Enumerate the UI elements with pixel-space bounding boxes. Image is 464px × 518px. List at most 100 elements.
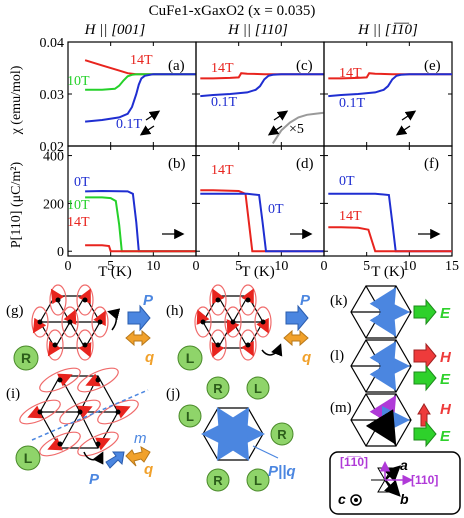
axis-b-arrow (383, 479, 401, 497)
label-c-x5: ×5 (289, 122, 304, 137)
panel-l-arrows (369, 341, 410, 391)
panel-i-ellipses (19, 367, 139, 457)
axis-110-label: [110] (411, 473, 438, 487)
label-b-0T: 0T (74, 175, 90, 190)
panel-c-warming-arrow (267, 125, 283, 136)
panel-i-mirror-line (31, 389, 149, 441)
panel-a-ytick-label-0: 0.04 (40, 36, 65, 51)
panel-i-chirality-L: L (24, 450, 33, 466)
panel-j-Pq-label: P||q (268, 463, 296, 480)
panel-m-arrows (365, 395, 410, 445)
figure-title: CuFe1-xGaxO2 (x = 0.035) (149, 3, 316, 19)
label-b-10T: 10T (67, 198, 90, 213)
panel-g-P-label: P (143, 292, 154, 309)
axis-c-dot-center (354, 498, 358, 502)
y-axis-label-chi: χ (emu/mol) (9, 65, 24, 135)
panel-e-warming-arrow (395, 125, 411, 136)
panel-a-ytick-label-2: 0.02 (40, 140, 65, 155)
panel-j-R3: R (213, 473, 223, 488)
axis-a-label: a (400, 457, 408, 473)
panel-h-P-arrow (285, 304, 309, 332)
panel-label-m: (m) (330, 400, 352, 416)
panel-a-warming-arrow (139, 125, 155, 136)
panel-i-q-label: q (144, 461, 153, 478)
panel-j-chirality-badges (178, 376, 294, 492)
column-header-1b10: H || [1̅1̅0] (357, 22, 418, 38)
panel-d-xtick-label-0: 0 (193, 259, 200, 274)
panel-c-cooling-arrow (273, 110, 289, 121)
panel-k-arrows (369, 287, 410, 337)
axis-1b10-label: [1̅1̅0] (340, 455, 368, 469)
x-axis-label-3: T (K) (371, 264, 404, 280)
panel-i-m-label: m (134, 430, 147, 447)
label-e-14T: 14T (339, 66, 362, 81)
panel-h-ellipses (194, 284, 272, 361)
panel-g-q-label: q (145, 349, 154, 366)
panel-f-xtick-label-2: 10 (402, 259, 416, 274)
panel-c-series-blue-1 (200, 73, 324, 98)
panel-m-E-label: E (440, 428, 451, 445)
panel-f-frame (323, 145, 453, 257)
panel-m-H-label: H (440, 401, 452, 418)
panel-b-ytick-label-2: 0 (57, 245, 64, 260)
panel-k-E-label: E (440, 305, 451, 322)
panel-a-cooling-arrow (145, 110, 161, 121)
column-header-110: H || [110] (227, 22, 288, 38)
panel-a-series-blue-2 (85, 73, 196, 123)
panel-label-g: (g) (6, 303, 24, 319)
panel-i-P-arrow (105, 451, 125, 469)
axis-a-arrow (383, 465, 401, 483)
x-axis-label-2: T (K) (241, 264, 274, 280)
panel-label-e: (e) (424, 58, 441, 74)
panel-j-R1: R (213, 381, 223, 396)
panel-f-series-red-1 (328, 226, 452, 253)
axis-b-label: b (400, 491, 409, 507)
panel-label-h: (h) (166, 303, 184, 319)
label-c-01T: 0.1T (211, 95, 238, 110)
panel-f-xtick-label-3: 15 (445, 259, 459, 274)
panel-label-a: (a) (168, 58, 185, 74)
panel-a-ytick-label-1: 0.03 (40, 88, 65, 103)
panel-f-xtick-label-1: 5 (363, 259, 370, 274)
panel-d-xtick-label-2: 10 (274, 259, 288, 274)
panel-l-H-label: H (440, 349, 452, 366)
panel-j-L1: L (254, 381, 262, 396)
panel-g-chirality-badge (13, 345, 39, 371)
panel-h-chirality-L: L (186, 350, 195, 366)
panel-i-dots (37, 377, 121, 447)
panel-i-P-label: P (89, 471, 100, 488)
panel-label-f: (f) (424, 156, 439, 172)
panel-f-xtick-label-0: 0 (321, 259, 328, 274)
panel-e-series-blue-1 (328, 73, 452, 98)
panel-label-b: (b) (168, 156, 186, 172)
panel-c-series-gray-2 (271, 111, 325, 144)
panel-l-E-label: E (440, 371, 451, 388)
panel-d-xtick-label-1: 5 (235, 259, 242, 274)
panel-g-q-arrow (125, 329, 151, 347)
panel-b-ytick-label-1: 200 (43, 197, 64, 212)
panel-m-E-arrow (413, 420, 437, 448)
panel-e-cooling-arrow (401, 110, 417, 121)
panel-j-R2: R (277, 427, 287, 442)
panel-label-i: (i) (6, 386, 20, 402)
panel-b-xtick-label-2: 10 (146, 259, 160, 274)
panel-j-L3: L (254, 473, 262, 488)
panel-i-rotation-arrow (83, 451, 104, 465)
label-a-14T: 14T (130, 53, 153, 68)
panel-b-series-green-1 (85, 196, 196, 253)
panel-m-H-arrow (417, 403, 431, 427)
label-e-01T: 0.1T (339, 96, 366, 111)
panel-label-l: (l) (330, 348, 344, 364)
panel-i-q-arrow (125, 446, 151, 467)
y-axis-label-P: P[110] (μC/m²) (9, 162, 24, 249)
panel-j-L2: L (186, 409, 194, 424)
panel-b-series-blue-0 (85, 189, 196, 253)
panel-h-P-label: P (300, 292, 311, 309)
panel-g-dots (37, 297, 103, 348)
panel-b-ytick-label-0: 400 (43, 150, 64, 165)
label-c-14T: 14T (211, 61, 234, 76)
panel-label-d: (d) (296, 156, 314, 172)
panel-g-ellipses (31, 284, 109, 361)
